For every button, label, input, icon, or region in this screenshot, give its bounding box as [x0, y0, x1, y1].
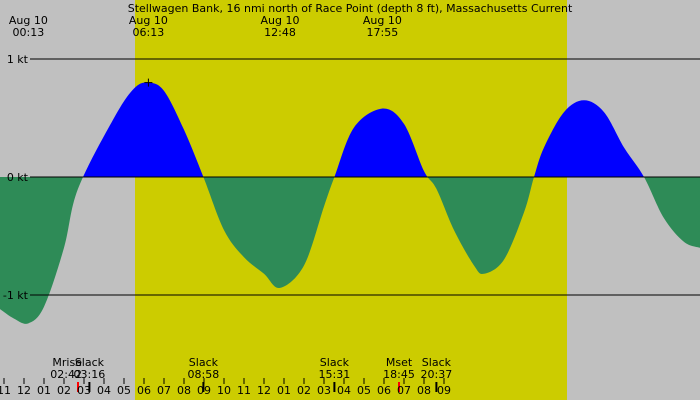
y-tick-label: 1 kt: [7, 53, 29, 66]
hour-tick-label: 02: [297, 384, 311, 397]
hour-tick-label: 09: [437, 384, 451, 397]
hour-tick-label: 03: [317, 384, 331, 397]
event-name: Slack: [189, 356, 219, 369]
flood-current-area: [0, 82, 700, 177]
hour-tick-label: 05: [117, 384, 131, 397]
hour-axis: 11 12 01 02 03 04 05 06 07 08 09 10 11 12 01 02 03 04 05 06…: [0, 378, 451, 397]
hour-tick-label: 04: [337, 384, 351, 397]
hour-tick-label: 03: [77, 384, 91, 397]
top-label-time: 06:13: [133, 26, 165, 39]
top-label-day: Aug 10: [9, 14, 48, 27]
hour-tick-label: 08: [177, 384, 191, 397]
event-name: Slack: [320, 356, 350, 369]
top-label-time: 00:13: [13, 26, 45, 39]
y-tick-label: 0 kt: [7, 171, 29, 184]
max-current-marker: [144, 78, 153, 87]
ebb-current-area: [0, 177, 700, 324]
event-name: Mrise: [52, 356, 82, 369]
hour-tick-label: 04: [97, 384, 111, 397]
hour-tick-label: 06: [137, 384, 151, 397]
top-label-day: Aug 10: [363, 14, 402, 27]
top-label-time: 17:55: [367, 26, 399, 39]
chart-title: Stellwagen Bank, 16 nmi north of Race Po…: [128, 2, 573, 15]
event-name: Mset: [386, 356, 413, 369]
hour-tick-label: 11: [237, 384, 251, 397]
hour-tick-label: 12: [17, 384, 31, 397]
hour-tick-label: 01: [277, 384, 291, 397]
event-time: 15:31: [319, 368, 351, 381]
top-label-day: Aug 10: [261, 14, 300, 27]
hour-tick-label: 06: [377, 384, 391, 397]
event-time: 20:37: [421, 368, 453, 381]
hour-tick-label: 07: [157, 384, 171, 397]
y-tick-label: -1 kt: [3, 289, 29, 302]
hour-tick-label: 11: [0, 384, 11, 397]
hour-tick-label: 12: [257, 384, 271, 397]
hour-tick-label: 10: [217, 384, 231, 397]
event-name: Slack: [75, 356, 105, 369]
plot-area: [0, 82, 700, 324]
hour-tick-label: 09: [197, 384, 211, 397]
hour-tick-label: 07: [397, 384, 411, 397]
event-time: 03:16: [74, 368, 106, 381]
top-label-time: 12:48: [264, 26, 296, 39]
hour-tick-label: 05: [357, 384, 371, 397]
hour-tick-label: 08: [417, 384, 431, 397]
hour-tick-label: 01: [37, 384, 51, 397]
event-name: Slack: [422, 356, 452, 369]
y-gridlines: 1 kt 0 kt -1 kt: [3, 53, 700, 302]
hour-tick-label: 02: [57, 384, 71, 397]
top-label-day: Aug 10: [129, 14, 168, 27]
event-time: 02:42: [50, 368, 82, 381]
event-time: 18:45: [383, 368, 415, 381]
bottom-event-labels: Mrise02:42Slack03:16Slack08:58Slack15:31…: [50, 356, 452, 392]
event-time: 08:58: [188, 368, 220, 381]
